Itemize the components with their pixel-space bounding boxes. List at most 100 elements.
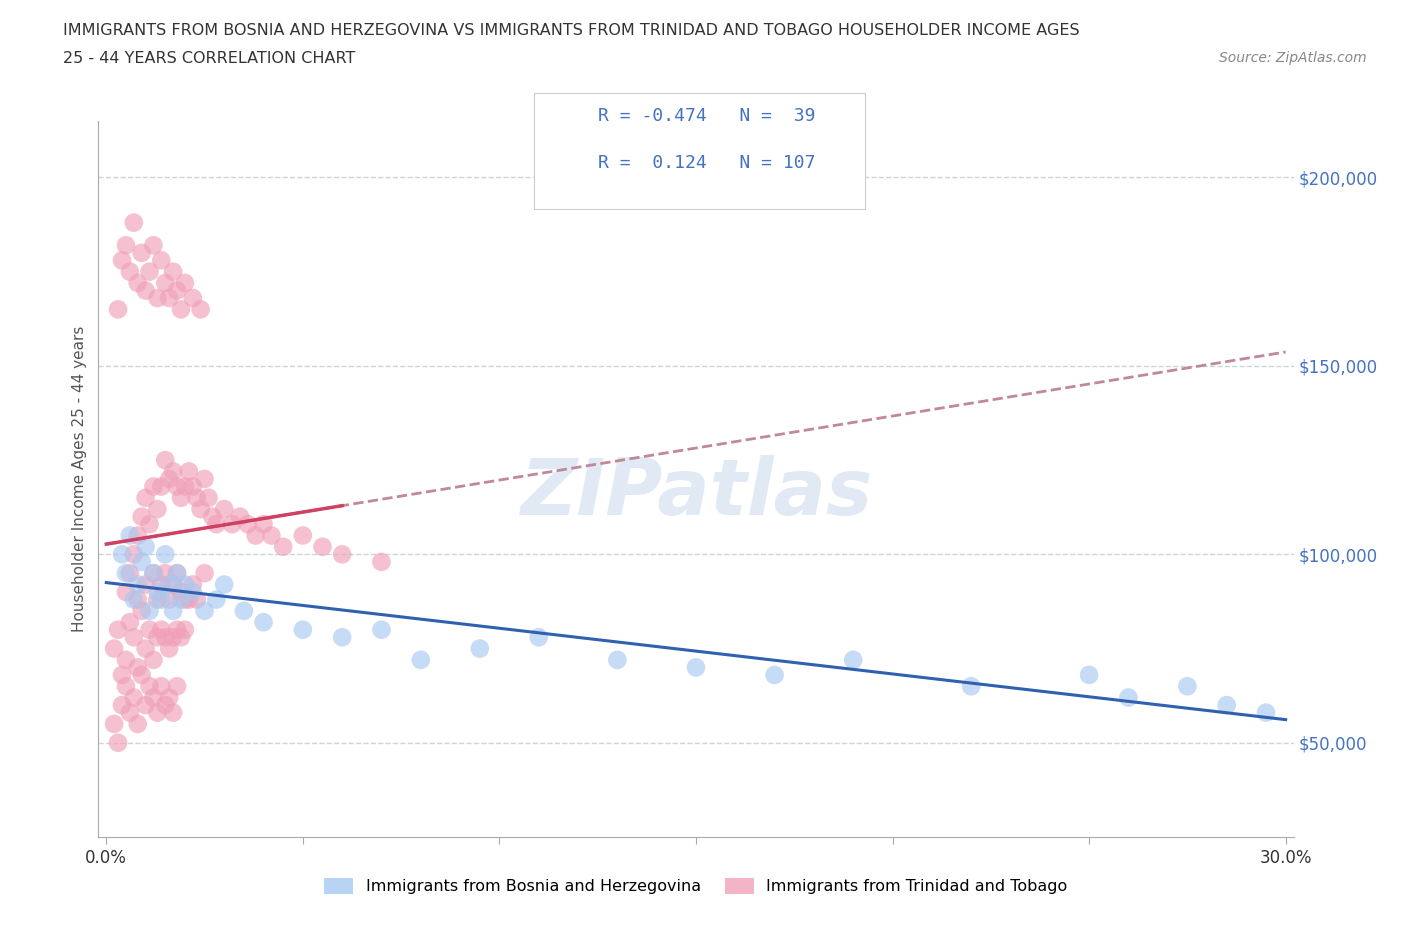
- Point: [115, 238, 138, 253]
- Point: [122, 630, 145, 644]
- Point: [122, 547, 145, 562]
- Point: [131, 604, 153, 618]
- Point: [138, 622, 160, 637]
- Point: [115, 653, 138, 668]
- Point: [181, 585, 204, 600]
- Point: [205, 592, 228, 607]
- Point: [150, 577, 173, 591]
- Point: [127, 660, 149, 675]
- Point: [146, 630, 169, 644]
- Point: [174, 275, 197, 290]
- Text: R = -0.474   N =  39: R = -0.474 N = 39: [598, 107, 815, 126]
- Point: [370, 622, 392, 637]
- Point: [111, 253, 134, 268]
- Point: [142, 479, 165, 494]
- Point: [370, 554, 392, 569]
- Point: [232, 604, 254, 618]
- Point: [166, 679, 188, 694]
- Point: [252, 615, 274, 630]
- Point: [155, 630, 177, 644]
- Text: ZIPatlas: ZIPatlas: [520, 456, 872, 531]
- Point: [212, 501, 235, 516]
- Point: [330, 630, 353, 644]
- Point: [142, 690, 165, 705]
- Point: [960, 679, 983, 694]
- Point: [166, 283, 188, 298]
- Point: [122, 690, 145, 705]
- Point: [166, 565, 188, 580]
- Text: Source: ZipAtlas.com: Source: ZipAtlas.com: [1219, 51, 1367, 65]
- Point: [155, 565, 177, 580]
- Point: [122, 592, 145, 607]
- Point: [157, 592, 180, 607]
- Point: [150, 622, 173, 637]
- Point: [155, 275, 177, 290]
- Point: [155, 547, 177, 562]
- Point: [1078, 668, 1101, 683]
- Point: [1254, 705, 1277, 720]
- Point: [111, 698, 134, 712]
- Point: [142, 565, 165, 580]
- Point: [157, 577, 180, 591]
- Point: [186, 490, 208, 505]
- Point: [135, 490, 157, 505]
- Point: [111, 668, 134, 683]
- Point: [118, 528, 141, 543]
- Point: [162, 264, 184, 279]
- Point: [150, 253, 173, 268]
- Point: [245, 528, 267, 543]
- Point: [236, 517, 259, 532]
- Point: [170, 592, 193, 607]
- Point: [181, 479, 204, 494]
- Point: [201, 510, 224, 525]
- Point: [162, 577, 184, 591]
- Point: [146, 290, 169, 305]
- Text: R =  0.124   N = 107: R = 0.124 N = 107: [598, 153, 815, 172]
- Point: [107, 736, 129, 751]
- Point: [1118, 690, 1140, 705]
- Point: [527, 630, 550, 644]
- Point: [229, 510, 252, 525]
- Legend: Immigrants from Bosnia and Herzegovina, Immigrants from Trinidad and Tobago: Immigrants from Bosnia and Herzegovina, …: [318, 871, 1074, 900]
- Point: [115, 679, 138, 694]
- Point: [138, 604, 160, 618]
- Point: [162, 464, 184, 479]
- Point: [146, 501, 169, 516]
- Point: [190, 501, 212, 516]
- Point: [271, 539, 294, 554]
- Point: [131, 246, 153, 260]
- Point: [1215, 698, 1237, 712]
- Point: [122, 215, 145, 230]
- Point: [174, 577, 197, 591]
- Point: [181, 290, 204, 305]
- Point: [174, 622, 197, 637]
- Point: [157, 472, 180, 486]
- Text: IMMIGRANTS FROM BOSNIA AND HERZEGOVINA VS IMMIGRANTS FROM TRINIDAD AND TOBAGO HO: IMMIGRANTS FROM BOSNIA AND HERZEGOVINA V…: [63, 23, 1080, 38]
- Point: [177, 592, 200, 607]
- Point: [115, 585, 138, 600]
- Point: [111, 547, 134, 562]
- Point: [135, 698, 157, 712]
- Point: [135, 577, 157, 591]
- Point: [174, 592, 197, 607]
- Point: [166, 622, 188, 637]
- Point: [127, 716, 149, 731]
- Point: [127, 592, 149, 607]
- Point: [186, 592, 208, 607]
- Point: [150, 479, 173, 494]
- Point: [197, 490, 219, 505]
- Point: [131, 510, 153, 525]
- Point: [193, 604, 215, 618]
- Point: [409, 653, 432, 668]
- Point: [142, 238, 165, 253]
- Point: [127, 528, 149, 543]
- Point: [170, 630, 193, 644]
- Point: [118, 615, 141, 630]
- Point: [138, 679, 160, 694]
- Point: [166, 565, 188, 580]
- Point: [135, 641, 157, 656]
- Point: [146, 592, 169, 607]
- Point: [131, 554, 153, 569]
- Point: [311, 539, 333, 554]
- Point: [131, 668, 153, 683]
